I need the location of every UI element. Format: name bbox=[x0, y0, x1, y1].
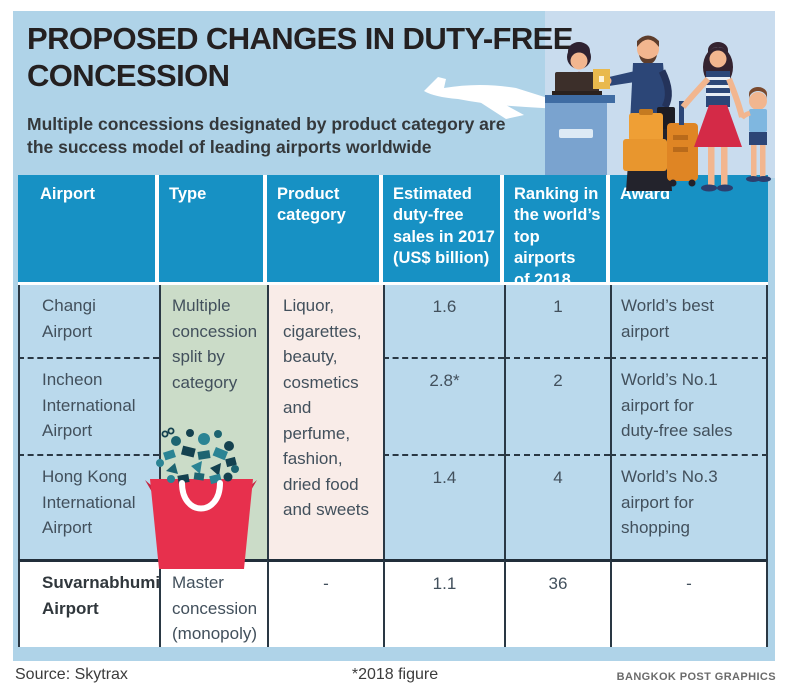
cell-airport-changi: Changi Airport bbox=[18, 285, 159, 357]
cell-airport-incheon: Incheon International Airport bbox=[18, 357, 159, 454]
footnote: *2018 figure bbox=[351, 666, 439, 683]
duty-free-table: Airport Type Product category Estimated … bbox=[18, 175, 768, 647]
shopping-items-spill bbox=[167, 472, 233, 485]
cell-sales-hongkong: 1.4 bbox=[383, 454, 504, 559]
cell-product-suvarnabhumi: - bbox=[267, 559, 383, 647]
checkin-desk bbox=[545, 95, 615, 175]
shopping-items bbox=[156, 427, 239, 476]
column-header-award: Award bbox=[610, 175, 768, 285]
cell-ranking-changi: 1 bbox=[504, 285, 610, 357]
cell-ranking-suvarnabhumi: 36 bbox=[504, 559, 610, 647]
checkin-counter-illustration bbox=[545, 35, 771, 192]
cell-award-hongkong: World’s No.3 airport for shopping bbox=[610, 454, 768, 559]
cell-sales-changi: 1.6 bbox=[383, 285, 504, 357]
page-subtitle: Multiple concessions designated by produ… bbox=[27, 114, 506, 158]
column-header-airport: Airport bbox=[18, 175, 159, 285]
cell-sales-suvarnabhumi: 1.1 bbox=[383, 559, 504, 647]
cell-ranking-hongkong: 4 bbox=[504, 454, 610, 559]
graphics-credit: BANGKOK POST GRAPHICS bbox=[616, 671, 776, 683]
source-credit: Source: Skytrax bbox=[15, 666, 128, 683]
cell-award-suvarnabhumi: - bbox=[610, 559, 768, 647]
shopping-bag-body bbox=[150, 479, 253, 569]
luggage bbox=[623, 101, 698, 187]
cell-product-merged: Liquor, cigarettes, beauty, cosmetics an… bbox=[267, 285, 383, 559]
traveler-woman bbox=[680, 42, 745, 192]
traveler-child bbox=[739, 87, 771, 182]
page-title: PROPOSED CHANGES IN DUTY-FREE CONCESSION bbox=[27, 21, 573, 94]
bag-handle bbox=[179, 480, 223, 512]
shopping-bag-icon bbox=[145, 427, 257, 569]
column-header-ranking: Ranking in the world’s top airports of 2… bbox=[504, 175, 610, 285]
cell-sales-incheon: 2.8* bbox=[383, 357, 504, 454]
laptop-icon bbox=[552, 72, 602, 95]
cell-airport-suvarnabhumi: Suvarnabhumi Airport bbox=[18, 559, 159, 647]
column-header-sales: Estimated duty-free sales in 2017 (US$ b… bbox=[383, 175, 504, 285]
cell-award-changi: World’s best airport bbox=[610, 285, 768, 357]
column-header-type: Type bbox=[159, 175, 267, 285]
airplane-icon bbox=[424, 77, 560, 119]
column-header-product-category: Product category bbox=[267, 175, 383, 285]
cell-award-incheon: World’s No.1 airport for duty-free sales bbox=[610, 357, 768, 454]
cell-airport-hongkong: Hong Kong International Airport bbox=[18, 454, 159, 559]
cell-ranking-incheon: 2 bbox=[504, 357, 610, 454]
